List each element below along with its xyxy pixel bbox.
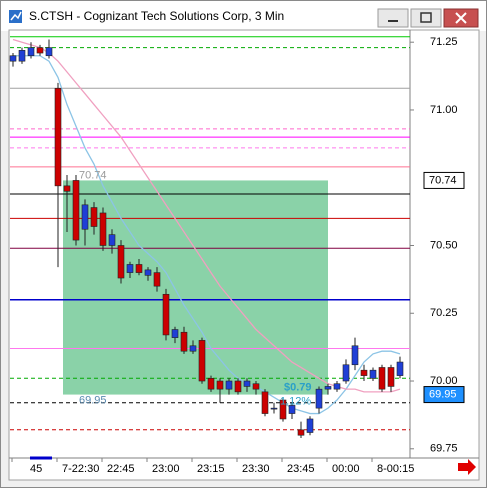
candle-body [180, 331, 188, 352]
maximize-icon [420, 12, 432, 23]
price-label: 69.95 [429, 388, 457, 400]
x-tick-label: 00:00 [332, 463, 360, 475]
candle-body [333, 383, 341, 390]
box-top-label: 70.74 [79, 169, 107, 181]
y-tick-label: 71.25 [430, 36, 458, 48]
candle-body [324, 386, 332, 390]
minimize-button[interactable] [377, 8, 409, 28]
x-tick-label: 23:00 [152, 463, 180, 475]
candle-body [99, 212, 107, 246]
candle-body [360, 369, 368, 376]
close-icon [455, 12, 467, 24]
candle-body [315, 388, 323, 409]
x-tick-label: 45 [30, 463, 42, 475]
window-title: S.CTSH - Cognizant Tech Solutions Corp, … [29, 9, 284, 23]
y-tick-label: 69.75 [430, 443, 458, 455]
y-tick-label: 70.50 [430, 239, 458, 251]
candle-body [162, 293, 170, 336]
candle-body [342, 364, 350, 382]
candle-body [306, 418, 314, 433]
price-label-box [423, 386, 465, 404]
price-label-box [423, 171, 465, 189]
candle-body [18, 50, 26, 62]
candle-body [72, 180, 80, 241]
y-tick-label: 70.25 [430, 307, 458, 319]
candle-body [216, 380, 224, 390]
candle-body [234, 380, 242, 393]
candle-body [261, 391, 269, 414]
price-label: 70.74 [429, 174, 457, 186]
candle-body [189, 345, 197, 352]
plot: 71.25 71.00 70.50 70.25 70.00 69.75 45 7-22:30 2… [9, 36, 465, 475]
measure-box [63, 180, 328, 395]
candle-body [279, 399, 287, 420]
candle-body [153, 272, 161, 287]
box-bottom-label: 69.95 [79, 394, 107, 406]
moving-average [13, 55, 401, 415]
x-tick-label: 23:15 [197, 463, 225, 475]
candle-body [135, 264, 143, 273]
candle-body [270, 407, 278, 410]
candle-body [54, 87, 62, 187]
candle-body [144, 269, 152, 276]
x-tick-label: 23:45 [287, 463, 315, 475]
candle-body [207, 378, 215, 390]
candle-body [36, 47, 44, 54]
x-tick-label: 23:30 [242, 463, 270, 475]
candle-body [9, 55, 17, 62]
candle-body [108, 234, 116, 246]
candle-body [243, 380, 251, 387]
x-tick-label: 8-00:15 [377, 463, 414, 475]
y-tick-label: 70.00 [430, 375, 458, 387]
candle-body [378, 367, 386, 390]
y-tick-label: 71.00 [430, 104, 458, 116]
box-percent-label: 1.12% [280, 395, 311, 407]
candle-body [81, 204, 89, 230]
candle-body [126, 264, 134, 273]
candle-body [252, 383, 260, 390]
app-icon-glyph [10, 11, 22, 21]
x-tick-label: 7-22:30 [62, 463, 99, 475]
candle-body [171, 329, 179, 338]
candle-body [63, 185, 71, 192]
candle-body [351, 345, 359, 366]
candle-body [198, 340, 206, 382]
box-change-label: $0.79 [284, 381, 312, 393]
maximize-button[interactable] [410, 8, 442, 28]
candle-body [27, 47, 35, 57]
candle-body [90, 207, 98, 227]
scroll-right-arrow[interactable] [458, 459, 476, 475]
candle-body [45, 47, 53, 57]
candle-body [288, 405, 296, 414]
x-tick-label: 22:45 [107, 463, 135, 475]
candle-body [297, 429, 305, 436]
candle-body [225, 380, 233, 390]
candle-body [117, 245, 125, 279]
candle-body [369, 369, 377, 379]
candle-body [396, 361, 404, 376]
candle-body [387, 367, 395, 387]
